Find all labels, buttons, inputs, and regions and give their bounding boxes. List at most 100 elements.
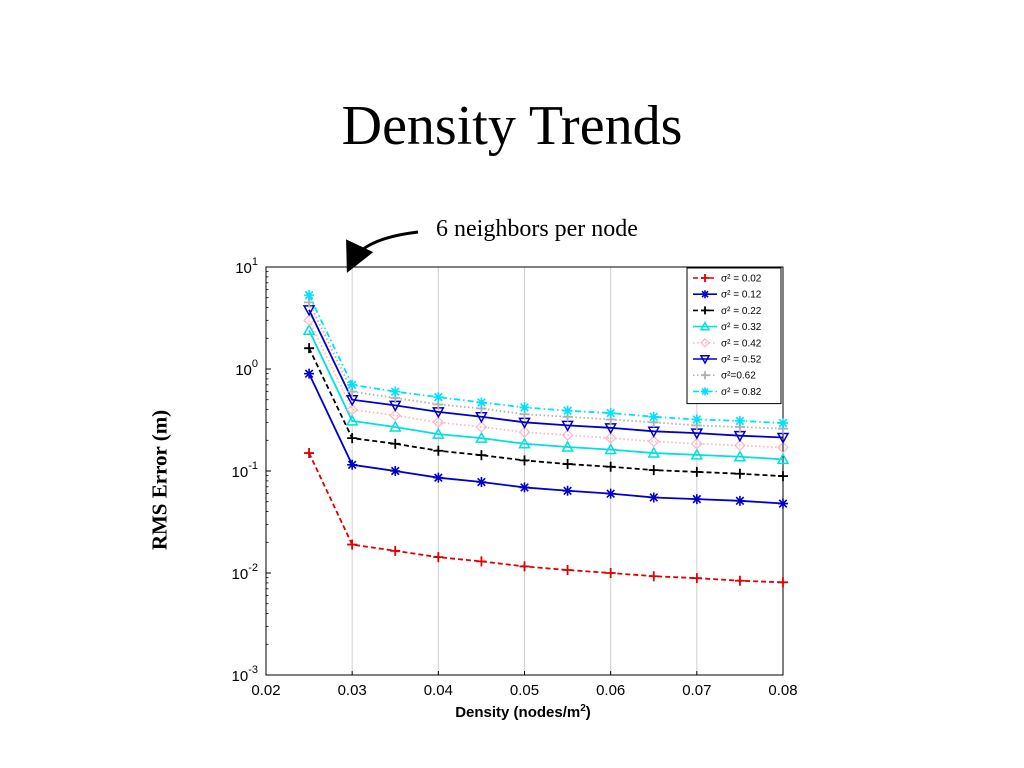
data-point [302,323,316,335]
data-point [562,405,573,416]
data-point [562,485,573,496]
data-point [304,448,315,459]
axis-ticks: 0.02 0.03 0.04 0.05 0.06 0.07 0.08 101 100 10-1 10… [232,256,798,699]
legend-label: σ² = 0.32 [721,322,762,333]
data-point [691,494,702,505]
data-point [604,432,617,444]
data-point [347,433,358,444]
legend-label: σ² = 0.42 [721,338,762,349]
data-point [433,552,444,563]
data-point [734,468,745,479]
data-point [388,420,402,432]
data-point [734,415,745,426]
data-point [561,440,574,452]
data-point [433,472,444,483]
legend-entry: σ² = 0.82 [693,387,762,398]
annotation-text: 6 neighbors per node [436,216,638,242]
series-polyline [308,294,784,424]
data-point [605,408,616,419]
y-tick-label: 10-1 [232,460,258,481]
x-tick-label: 0.04 [424,682,453,699]
data-point [604,443,617,455]
data-point [475,421,488,433]
data-point [562,565,573,576]
legend-entry: σ² = 0.02 [693,274,762,285]
x-tick-label: 0.08 [768,682,797,699]
series-polyline [308,329,784,461]
legend-label: σ² = 0.02 [721,274,762,285]
series-polyline [308,301,784,430]
data-point [701,387,709,396]
annotation-arrow [346,230,419,273]
data-point [701,371,709,380]
data-point [390,545,401,556]
data-point [518,437,531,449]
data-point [690,437,703,450]
data-point [701,290,709,299]
data-point [778,471,788,482]
legend-entry: σ²=0.62 [693,371,756,382]
series-line [304,343,788,482]
data-point [776,452,790,465]
x-axis-label-tail: ) [585,704,591,721]
data-point [346,403,359,416]
legend: σ² = 0.02 σ² = 0.12 σ² = 0.22 σ² = 0.32 σ² =… [686,267,782,405]
data-point [648,411,659,422]
x-axis-label: Density (nodes/m2) [455,703,591,721]
legend-box [686,267,782,405]
data-point [605,461,616,472]
x-tick-label: 0.06 [596,682,625,699]
x-axis-label-text: Density (nodes/m [455,704,581,721]
data-point [701,274,709,282]
legend-label: σ² = 0.12 [721,290,762,301]
data-point [304,343,315,354]
data-point [700,337,710,348]
data-point [476,556,487,567]
data-point [347,379,358,390]
data-point [389,409,402,422]
x-axis-label-sup: 2 [580,703,586,714]
y-axis-label: RMS Error (m) [147,409,172,551]
slide-title: Density Trends [341,95,683,157]
data-point [734,575,745,586]
y-tick-label: 101 [235,256,258,277]
legend-entry: σ² = 0.52 [693,355,762,366]
series-group [302,290,790,588]
data-point [347,539,358,550]
data-point [778,418,788,429]
series-polyline [308,373,784,505]
series-polyline [308,309,784,439]
data-point [433,392,444,403]
data-point [778,577,788,588]
data-point [701,306,709,315]
data-point [648,465,659,476]
x-tick-label: 0.03 [338,682,367,699]
data-point [519,561,530,572]
data-point [475,431,488,443]
data-point [734,495,745,506]
legend-label: σ² = 0.52 [721,355,762,366]
data-point [432,427,445,439]
data-point [605,488,616,499]
data-point [733,450,747,462]
legend-entry: σ² = 0.42 [693,337,762,349]
legend-label: σ²=0.62 [721,371,756,382]
data-point [519,482,530,493]
data-point [519,402,530,413]
data-point [518,426,531,439]
data-point [390,438,401,449]
y-tick-label: 10-3 [232,664,258,685]
data-point [561,429,574,441]
data-point [691,414,702,425]
data-point [648,571,659,582]
data-point [390,386,401,397]
series-line [304,368,788,509]
legend-label: σ² = 0.82 [721,387,762,398]
legend-entry: σ² = 0.12 [693,290,762,301]
data-point [432,416,445,429]
y-tick-label: 10-2 [232,562,258,583]
data-point [476,397,487,408]
grid-lines [351,267,698,675]
series-line [304,290,788,429]
